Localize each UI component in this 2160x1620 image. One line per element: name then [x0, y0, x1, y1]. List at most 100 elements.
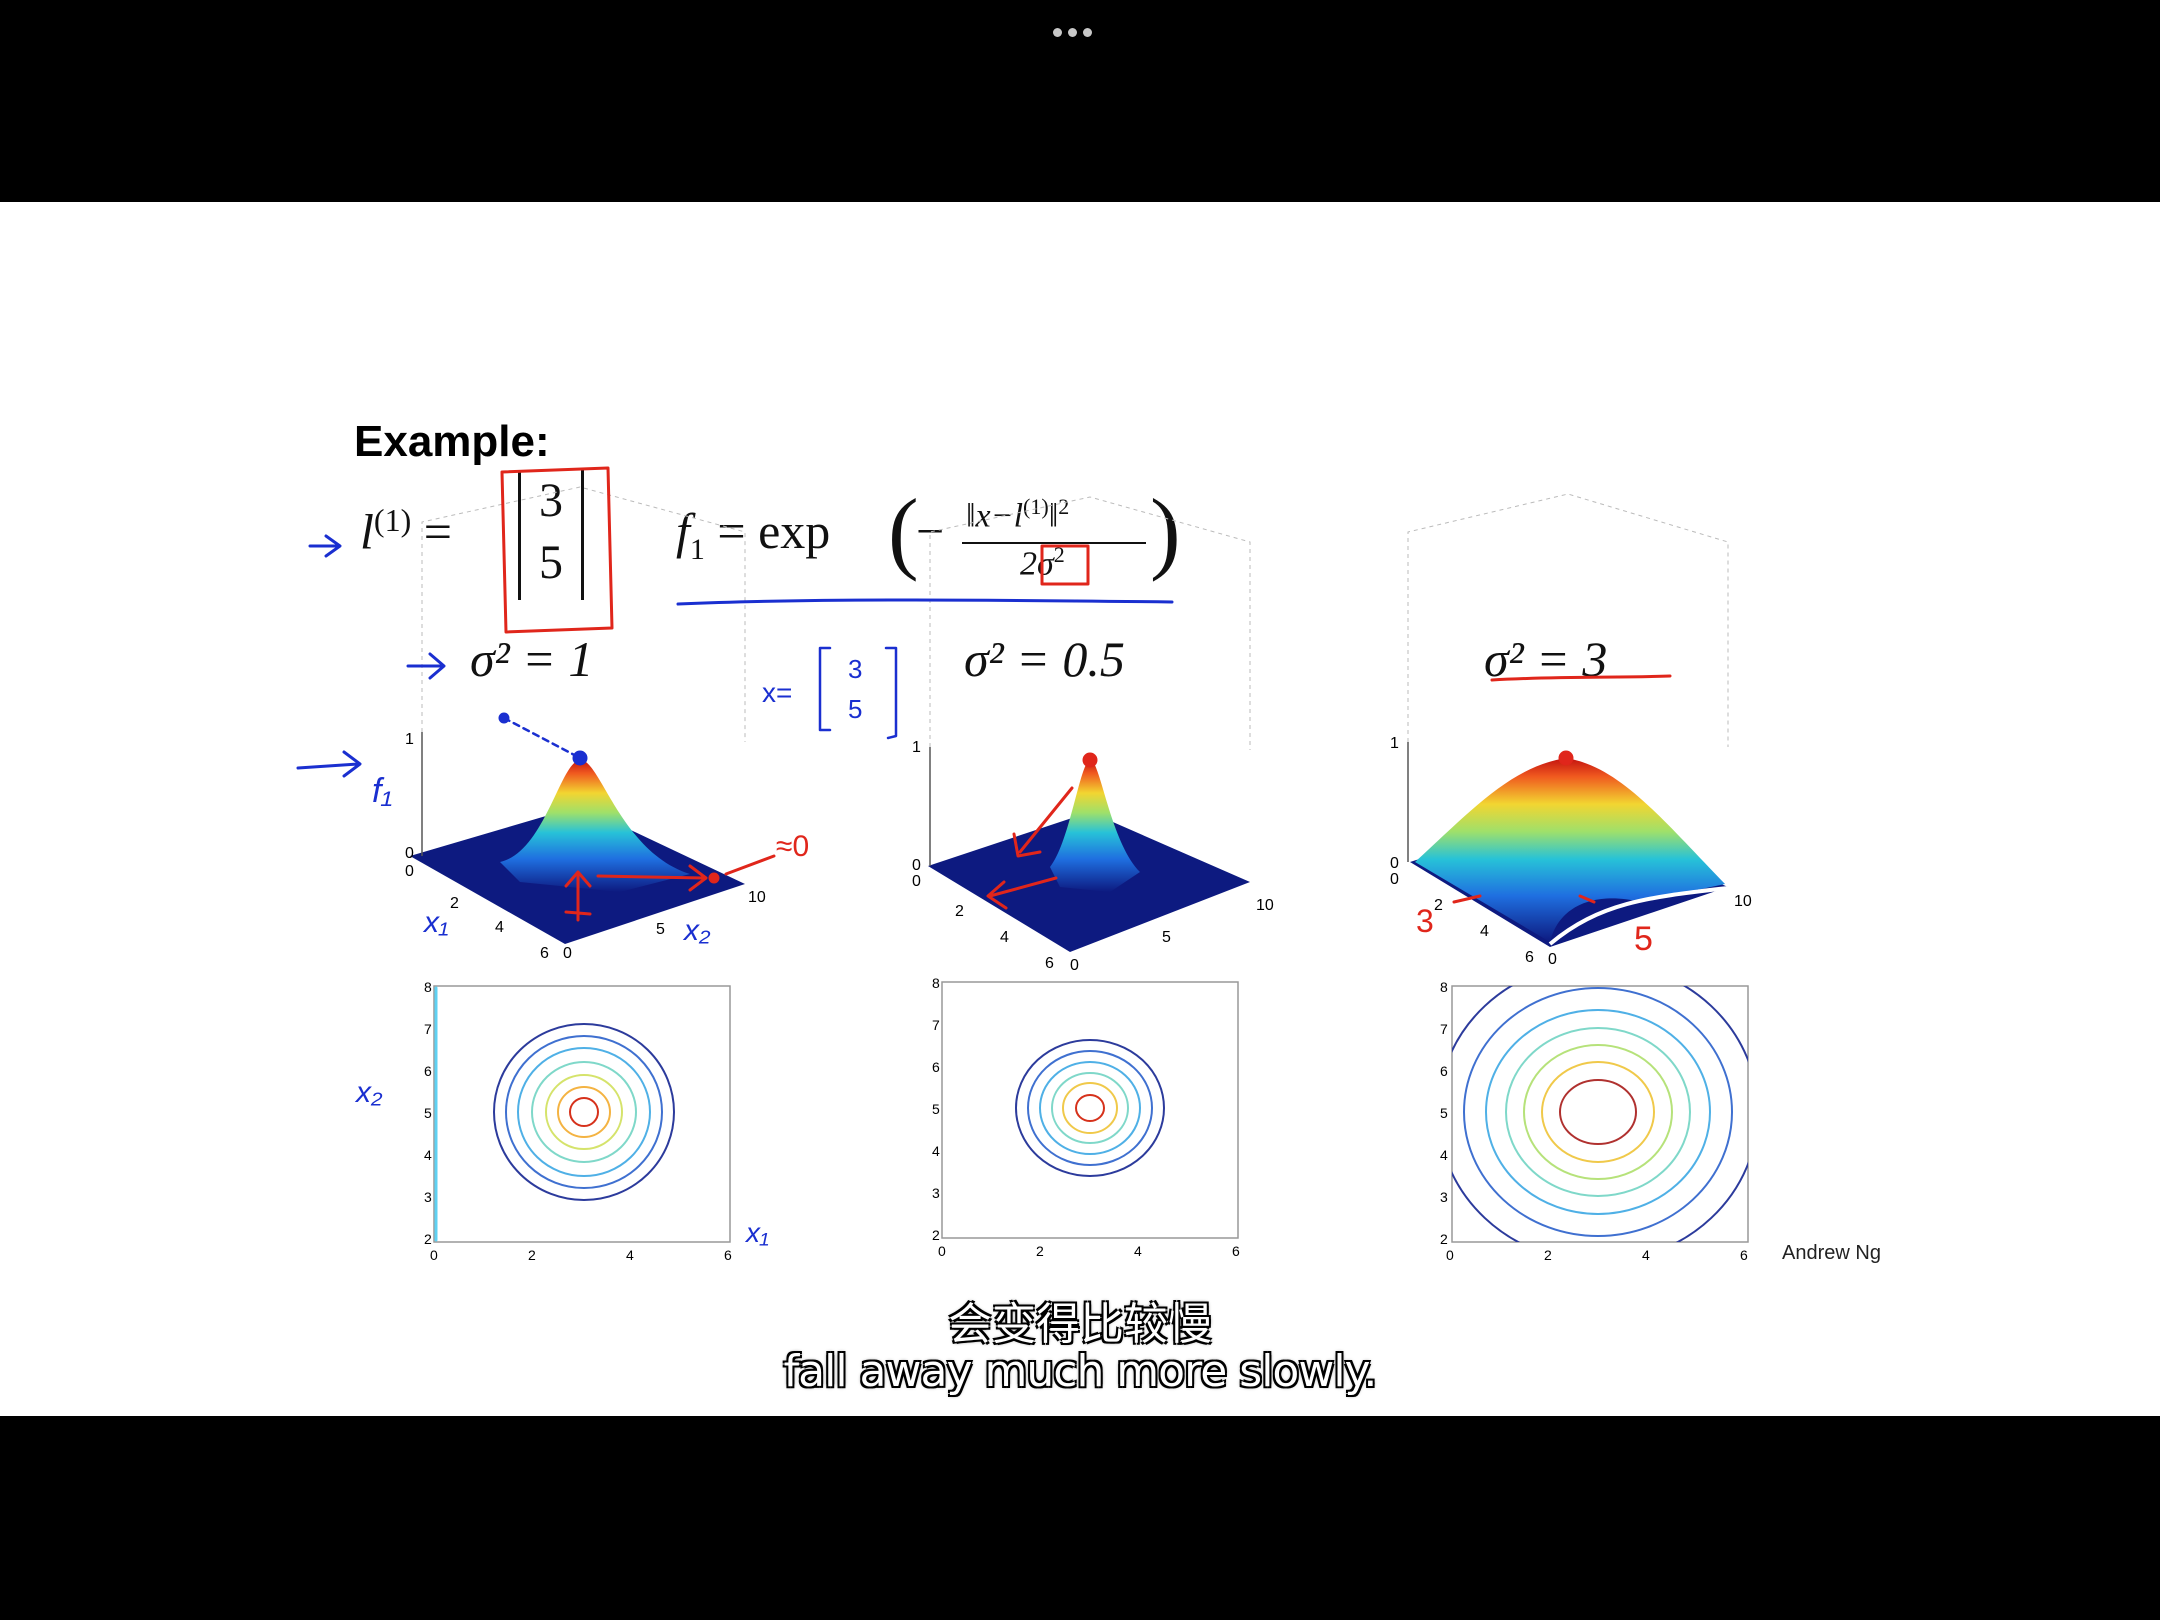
contour-3-frame — [1451, 985, 1749, 1243]
red-arrow-down-2 — [1012, 786, 1074, 858]
contour-2-ring — [1062, 1082, 1118, 1134]
contour-1-ring — [531, 1061, 637, 1163]
contour-2-ring — [1039, 1061, 1141, 1155]
surface-1-z-tick-1: 1 — [405, 731, 414, 748]
annotation-x1-surface: x₁ — [422, 906, 448, 939]
contour-3-y-tick: 5 — [1440, 1105, 1448, 1121]
contour-1-x-tick: 2 — [528, 1247, 536, 1263]
contour-3-x-tick: 2 — [1544, 1247, 1552, 1263]
surface-2-x1-tick-6: 6 — [1045, 955, 1054, 972]
contour-3-y-tick: 4 — [1440, 1147, 1448, 1163]
contour-1-y-tick: 4 — [424, 1147, 432, 1163]
landmark-vec-top: 3 — [539, 474, 563, 527]
red-box-landmark — [500, 466, 614, 634]
surface-3-x2-tick-0: 0 — [1548, 951, 1557, 968]
contour-3-x-tick: 6 — [1740, 1247, 1748, 1263]
landmark-vec-bottom: 5 — [539, 536, 563, 589]
contour-1-y-tick: 7 — [424, 1021, 432, 1037]
red-vertical-arrow — [564, 870, 592, 922]
annotation-five: 5 — [1634, 920, 1653, 958]
annotation-x1-contour: x₁ — [744, 1217, 769, 1248]
lecture-slide: Example: l(1) = 3 5 f1 = exp ( − ‖x−l(1)… — [0, 202, 2160, 1416]
feature-equation: f1 = exp — [676, 502, 830, 567]
feature-subscript: 1 — [689, 533, 705, 566]
red-underline-sigma3 — [1490, 674, 1672, 682]
surface-3-peak — [1415, 758, 1725, 942]
contour-2-ring — [1075, 1094, 1105, 1122]
surface-1-z-tick-0: 0 — [405, 845, 414, 862]
slide-heading: Example: — [354, 417, 550, 466]
surface-1-x1-tick-4: 4 — [495, 919, 504, 936]
more-dots-icon[interactable] — [1050, 18, 1095, 42]
surface-3-box — [1407, 493, 1729, 747]
contour-1-x-tick: 0 — [430, 1247, 438, 1263]
contour-2-ring — [1015, 1039, 1165, 1177]
landmark-symbol: l — [360, 503, 374, 560]
contour-3-y-tick: 7 — [1440, 1021, 1448, 1037]
pen-text: f₁ ≈0 x= 3 5 x₁ x₂ x₂ x₁ 3 5 — [354, 654, 1653, 1248]
feature-exp: = exp — [717, 503, 831, 559]
subtitle-chinese: 会变得比较慢 — [948, 1299, 1212, 1350]
red-peak-dot-3 — [1558, 750, 1574, 766]
contour-2-y-tick: 7 — [932, 1017, 940, 1033]
contour-2-ring — [1051, 1072, 1129, 1144]
contour-3-y-tick: 8 — [1440, 979, 1448, 995]
contour-1-ring — [505, 1035, 663, 1189]
contour-1-y-tick: 2 — [424, 1231, 432, 1247]
surface-2-x1-tick-0: 0 — [912, 873, 921, 890]
surface-2-x2-tick-5: 5 — [1162, 929, 1171, 946]
pen-annotations — [296, 466, 1672, 1242]
surface-2-box — [929, 496, 1251, 750]
feature-paren-right: ) — [1150, 480, 1181, 582]
feature-symbol: f — [676, 503, 690, 559]
contour-2-x-tick: 0 — [938, 1243, 946, 1259]
surface-2-z-tick-0: 0 — [912, 857, 921, 874]
surface-1-peak — [500, 759, 690, 892]
surface-3-edge — [1548, 886, 1729, 946]
surface-1-x2-tick-10: 10 — [748, 889, 766, 906]
contour-3-y-tick: 2 — [1440, 1231, 1448, 1247]
surface-3-x1-tick-0: 0 — [1390, 871, 1399, 888]
surface-1-x1-tick-6: 6 — [540, 945, 549, 962]
contour-2-x-tick: 6 — [1232, 1243, 1240, 1259]
contour-2-y-tick: 6 — [932, 1059, 940, 1075]
sigma-label-1: σ² = 1 — [470, 631, 594, 687]
red-horizontal-arrow — [596, 864, 708, 892]
annotation-x-vec-bottom: 5 — [848, 694, 862, 724]
blue-underline-formula — [676, 598, 1174, 606]
red-tick-mark-3b — [1578, 894, 1596, 904]
contour-3-ring — [1541, 1061, 1655, 1163]
contour-2-frame — [941, 981, 1239, 1239]
video-top-bar — [0, 0, 2160, 202]
contour-1-y-tick: 8 — [424, 979, 432, 995]
contour-1-y-tick: 3 — [424, 1189, 432, 1205]
contour-3-ring — [1505, 1027, 1691, 1197]
contour-1-ring — [517, 1047, 651, 1177]
blue-arrow-sigma — [406, 652, 446, 680]
surface-1-x2-tick-0: 0 — [563, 945, 572, 962]
subtitle-english: fall away much more slowly. — [783, 1346, 1378, 1397]
annotation-three: 3 — [1416, 903, 1434, 939]
surface-1-x1-tick-0: 0 — [405, 863, 414, 880]
red-arrow-left-2 — [986, 876, 1058, 910]
contour-2-y-tick: 4 — [932, 1143, 940, 1159]
surface-3-z-tick-0: 0 — [1390, 855, 1399, 872]
annotation-x2-contour: x₂ — [354, 1076, 383, 1109]
author-credit: Andrew Ng — [1782, 1242, 1881, 1264]
contour-plot-3: 8 7 6 5 4 3 2 0 2 4 6 — [1440, 979, 1749, 1263]
surface-plot-1: 1 0 0 2 4 6 0 5 10 — [405, 486, 766, 962]
contour-1-y-tick: 6 — [424, 1063, 432, 1079]
surface-plot-2: 1 0 0 2 4 6 0 5 10 — [912, 496, 1274, 974]
fraction-numerator: ‖x−l(1)‖2 — [966, 494, 1070, 535]
surface-3-x2-tick-10: 10 — [1734, 893, 1752, 910]
surface-2-peak — [1050, 759, 1140, 892]
slide-graphics: 1 0 0 2 4 6 0 5 10 1 0 0 2 4 6 0 5 10 — [296, 466, 1752, 1263]
contour-2-x-tick: 2 — [1036, 1243, 1044, 1259]
sigma-label-2: σ² = 0.5 — [964, 631, 1125, 687]
surface-2-x1-tick-4: 4 — [1000, 929, 1009, 946]
contour-3-ring — [1559, 1079, 1637, 1145]
contour-3-x-tick: 4 — [1642, 1247, 1650, 1263]
annotation-x-vec-top: 3 — [848, 654, 862, 684]
annotation-f1: f₁ — [372, 772, 392, 810]
contour-1-y-tick: 5 — [424, 1105, 432, 1121]
